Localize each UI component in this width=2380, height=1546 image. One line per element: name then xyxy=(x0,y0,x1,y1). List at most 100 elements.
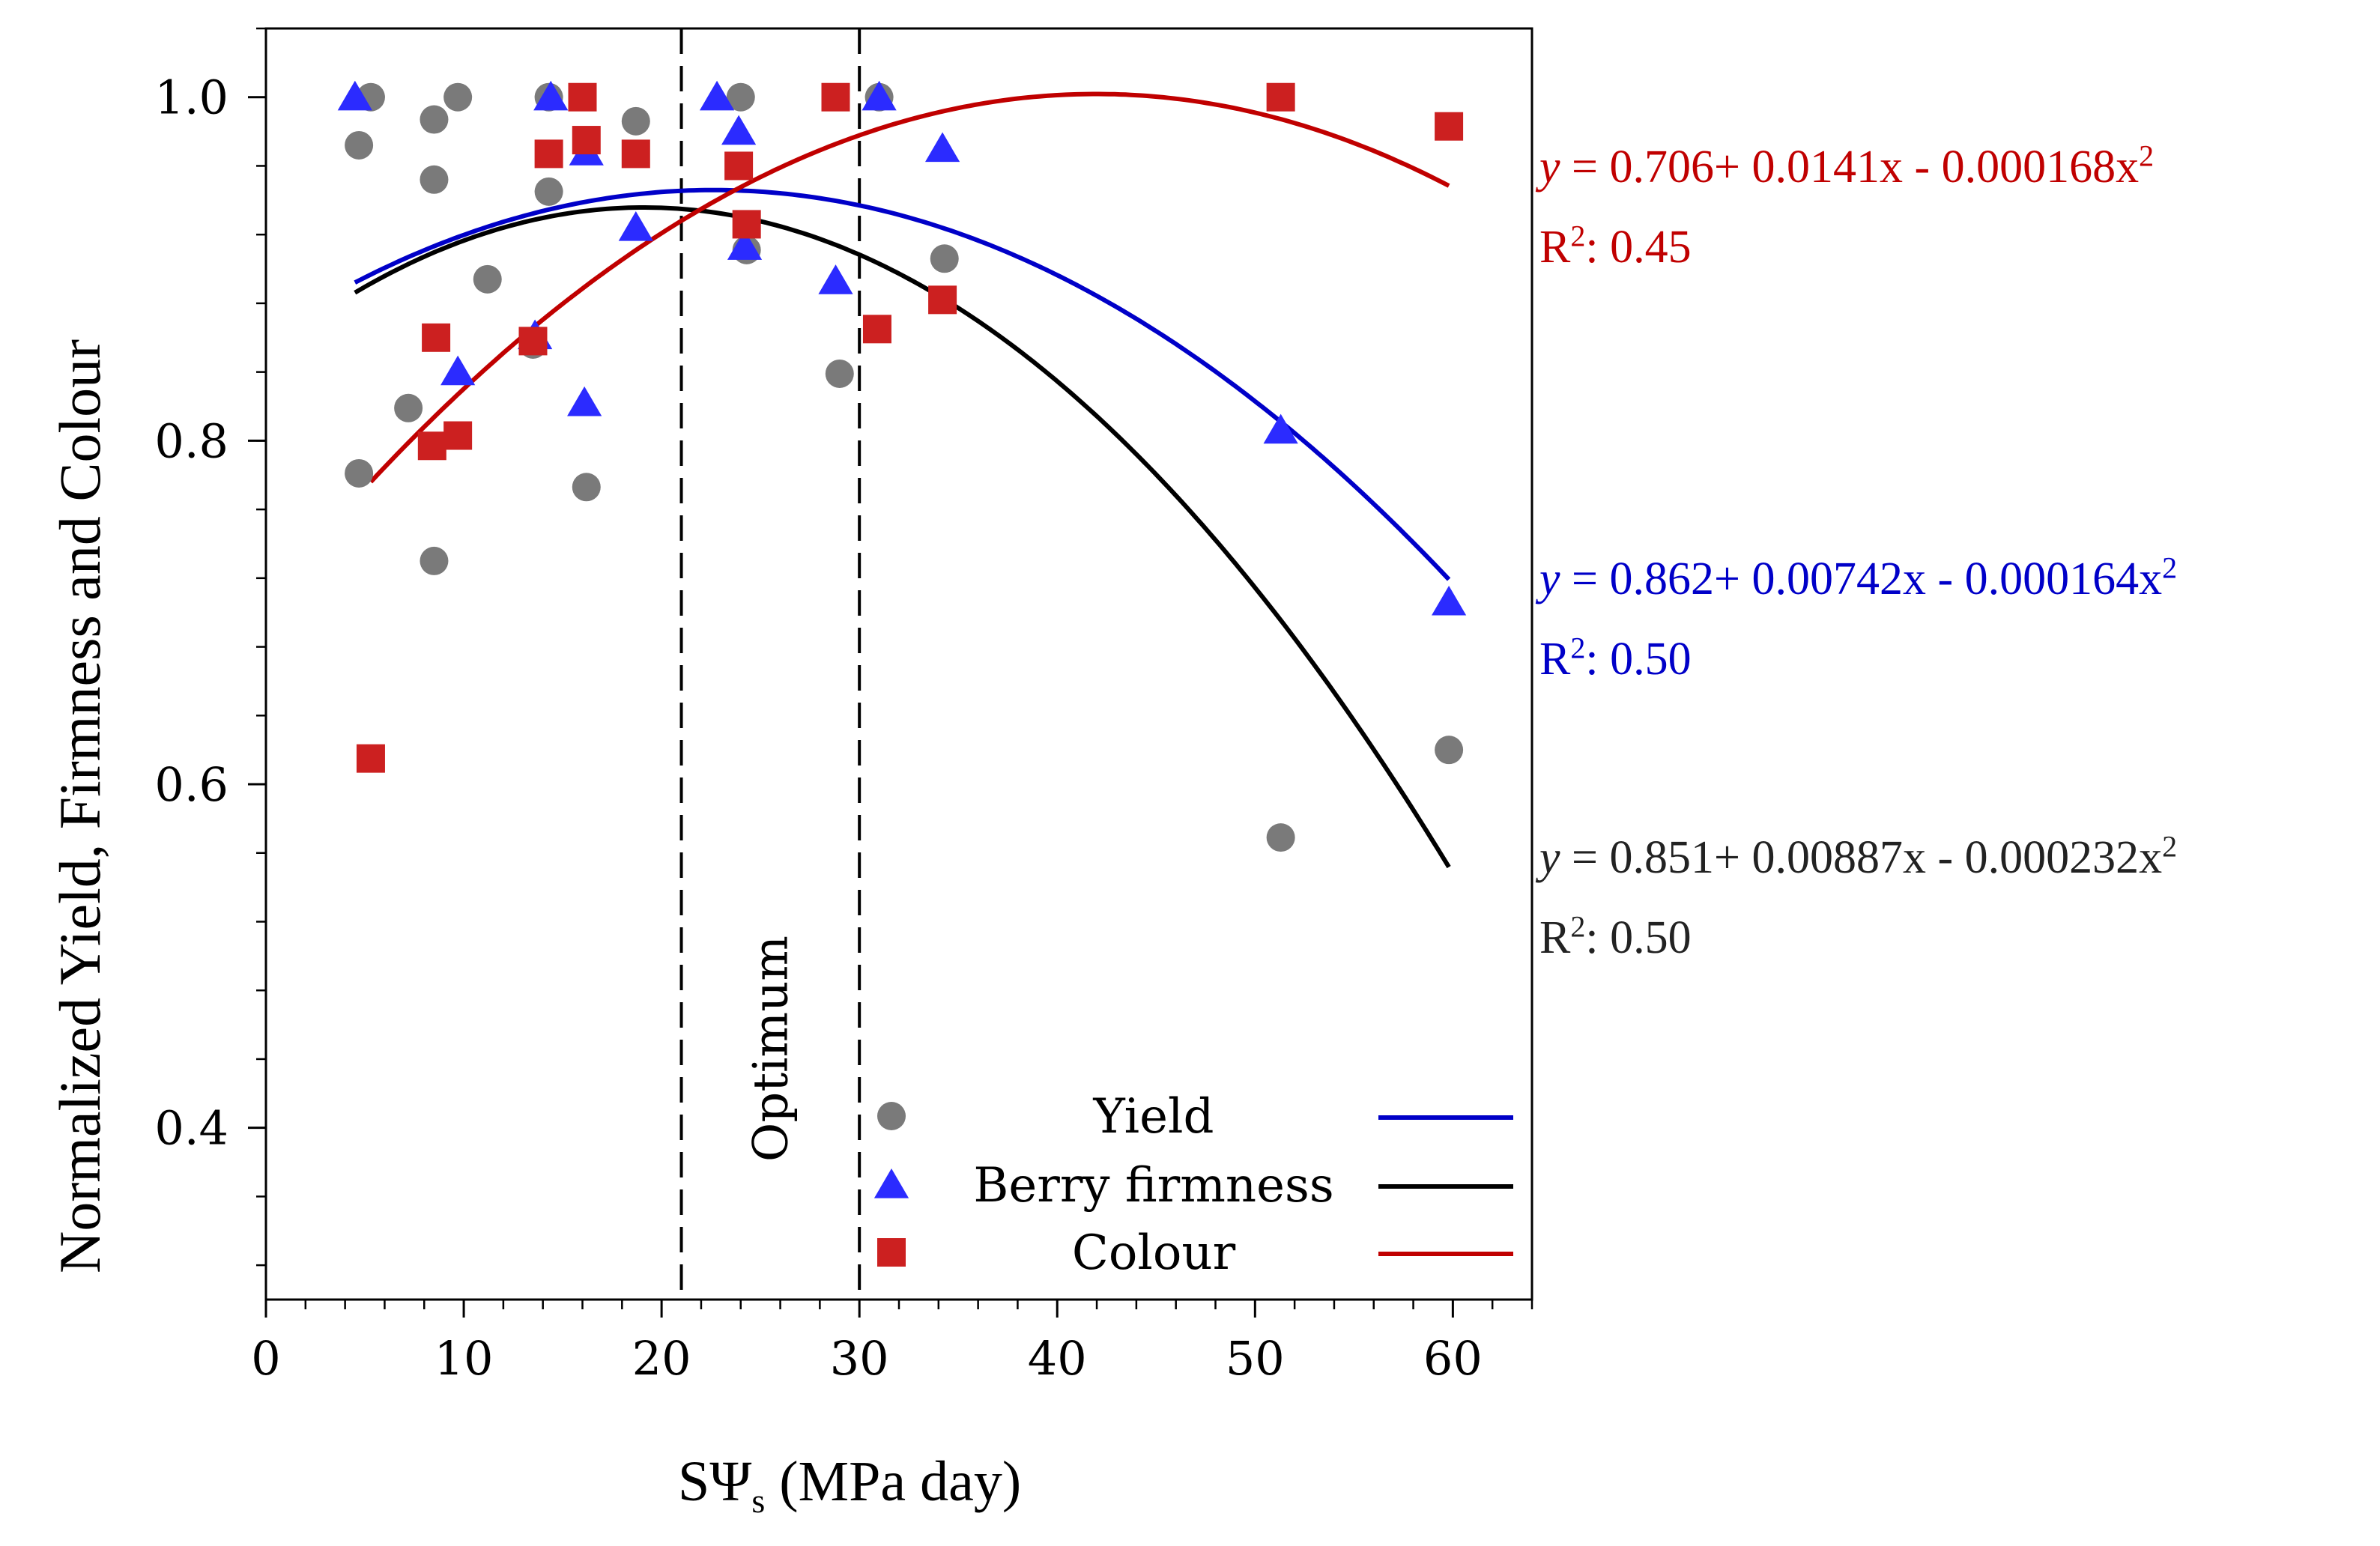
firmness-r2-label: R xyxy=(1539,912,1571,963)
legend: Yield Berry firmness Colour xyxy=(873,1089,1513,1281)
berry-firmness-point xyxy=(1263,413,1298,444)
colour-point xyxy=(821,82,850,112)
colour-point xyxy=(862,315,891,344)
x-tick-label: 20 xyxy=(632,1331,691,1386)
yield-point xyxy=(394,393,423,422)
colour-r2-value: : 0.45 xyxy=(1585,222,1692,273)
legend-label-yield: Yield xyxy=(1093,1089,1214,1145)
berry-firmness-point xyxy=(699,80,735,111)
firmness-r2-value: : 0.50 xyxy=(1585,912,1692,963)
x-tick-label: 60 xyxy=(1423,1331,1483,1386)
berry-firmness-point xyxy=(727,230,763,260)
colour-point xyxy=(621,139,650,169)
yield-eq-y: y xyxy=(1539,554,1560,604)
colour-point xyxy=(928,285,957,315)
colour-point xyxy=(572,126,601,155)
yield-r2: R2: 0.50 xyxy=(1539,633,1692,686)
colour-point xyxy=(1266,82,1295,112)
colour-eq-exp: 2 xyxy=(2139,139,2155,173)
x-axis-label-unit: (MPa day) xyxy=(765,1450,1022,1513)
legend-label-berry-firmness: Berry firmness xyxy=(973,1158,1333,1213)
yield-point xyxy=(420,165,449,194)
optimum-label: Optimum xyxy=(743,936,799,1162)
fit-curve-yield xyxy=(354,187,1451,581)
x-tick-label: 50 xyxy=(1226,1331,1285,1386)
yield-point xyxy=(930,244,959,273)
berry-firmness-point xyxy=(618,211,653,241)
firmness-eq-y: y xyxy=(1539,832,1560,883)
firmness-r2: R2: 0.50 xyxy=(1539,912,1692,965)
colour-r2-label: R xyxy=(1539,222,1571,273)
colour-eq-body: = 0.706+ 0.0141x - 0.000168x xyxy=(1560,142,2140,193)
colour-point xyxy=(417,431,446,461)
berry-firmness-point xyxy=(924,132,960,163)
colour-point xyxy=(732,210,761,239)
legend-label-colour: Colour xyxy=(1072,1225,1236,1281)
colour-r2: R2: 0.45 xyxy=(1539,221,1692,274)
colour-equation: y = 0.706+ 0.0141x - 0.000168x2 xyxy=(1539,141,2154,194)
firmness-eq-exp: 2 xyxy=(2162,829,2178,864)
berry-firmness-point xyxy=(862,80,897,111)
yield-eq-exp: 2 xyxy=(2162,551,2178,585)
yield-point xyxy=(726,82,755,112)
berry-firmness-point xyxy=(567,386,602,416)
colour-point xyxy=(534,139,563,169)
yield-point xyxy=(345,458,374,488)
yield-point xyxy=(825,359,854,388)
x-axis-label-sub: s xyxy=(751,1482,766,1521)
legend-marker-yield xyxy=(877,1102,906,1130)
colour-point xyxy=(443,421,473,450)
x-tick-label: 30 xyxy=(830,1331,889,1386)
legend-marker-berry-firmness xyxy=(873,1168,909,1198)
x-axis-label: SΨs (MPa day) xyxy=(678,1449,1021,1521)
yield-point xyxy=(420,546,449,575)
y-tick-label: 0.6 xyxy=(154,757,228,812)
optimum-region: Optimum xyxy=(679,28,862,1300)
colour-eq-y: y xyxy=(1539,142,1560,193)
firmness-r2-exp: 2 xyxy=(1570,909,1586,944)
firmness-eq-body: = 0.851+ 0.00887x - 0.000232x xyxy=(1560,832,2163,883)
yield-point xyxy=(345,130,374,160)
yield-point xyxy=(621,106,650,136)
yield-r2-label: R xyxy=(1539,634,1571,685)
berry-firmness-point xyxy=(533,80,569,111)
colour-r2-exp: 2 xyxy=(1570,219,1586,253)
y-axis-label: Normalized Yield, Firmness and Colour xyxy=(47,339,112,1273)
y-tick-label: 0.8 xyxy=(154,413,228,468)
colour-point xyxy=(724,151,754,181)
fit-curve-berry-firmness xyxy=(354,205,1451,869)
colour-point xyxy=(356,744,385,773)
yield-point xyxy=(534,177,563,206)
yield-equation: y = 0.862+ 0.00742x - 0.000164x2 xyxy=(1539,553,2177,606)
data-points xyxy=(337,80,1467,852)
x-tick-label: 10 xyxy=(434,1331,494,1386)
x-axis-label-main: SΨ xyxy=(678,1450,752,1513)
y-tick-label: 0.4 xyxy=(154,1101,228,1156)
yield-r2-exp: 2 xyxy=(1570,631,1586,665)
yield-point xyxy=(473,264,502,294)
berry-firmness-point xyxy=(337,80,372,111)
fit-curve-colour xyxy=(369,91,1450,484)
yield-point xyxy=(572,473,601,502)
yield-point xyxy=(1435,736,1464,765)
x-tick-label: 0 xyxy=(251,1331,280,1386)
yield-r2-value: : 0.50 xyxy=(1585,634,1692,685)
yield-point xyxy=(1266,823,1295,852)
colour-point xyxy=(1435,112,1464,141)
berry-firmness-point xyxy=(818,264,853,294)
yield-point xyxy=(443,82,473,112)
yield-eq-body: = 0.862+ 0.00742x - 0.000164x xyxy=(1560,554,2163,604)
y-tick-label: 1.0 xyxy=(154,70,228,125)
legend-marker-colour xyxy=(877,1238,906,1267)
berry-firmness-point xyxy=(721,115,757,145)
colour-point xyxy=(568,82,597,112)
yield-point xyxy=(420,105,449,134)
colour-point xyxy=(518,327,548,356)
colour-point xyxy=(422,323,451,352)
berry-firmness-point xyxy=(1431,585,1467,616)
berry-firmness-point xyxy=(440,355,476,386)
x-tick-label: 40 xyxy=(1028,1331,1087,1386)
firmness-equation: y = 0.851+ 0.00887x - 0.000232x2 xyxy=(1539,831,2177,885)
fit-curves xyxy=(354,91,1451,869)
